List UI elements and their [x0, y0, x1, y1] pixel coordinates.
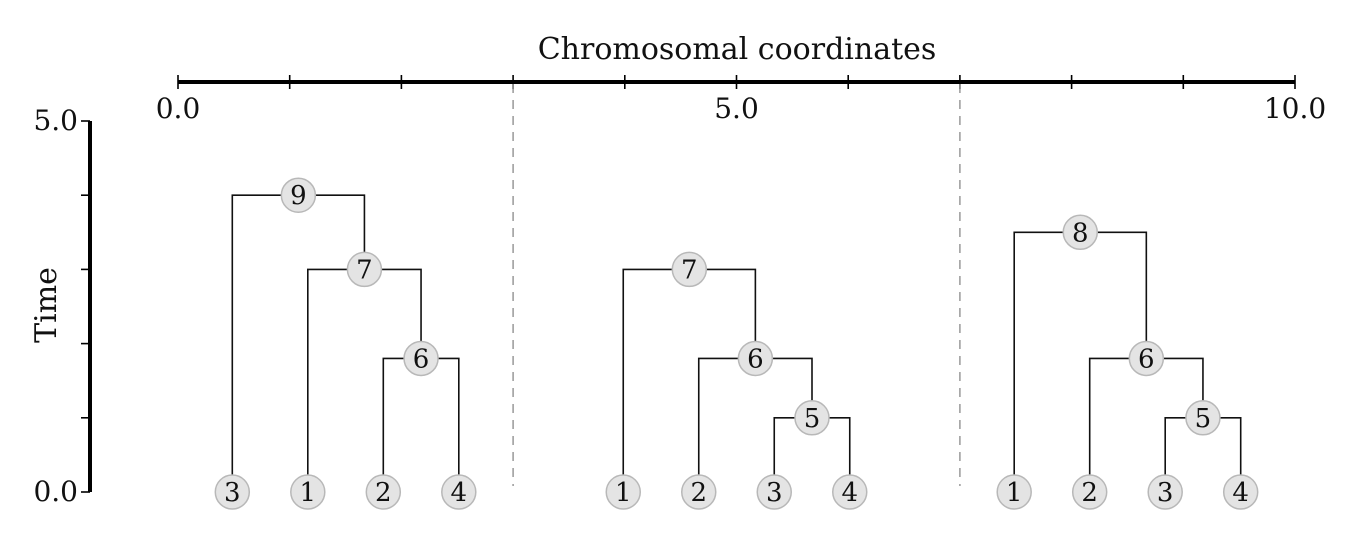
- tree-nodes: 1 2 3 4 5 6 8: [996, 214, 1259, 510]
- leaf-node-2: 2: [1071, 474, 1108, 510]
- x-tick-label: 0.0: [156, 92, 201, 125]
- tree-edge: [1080, 231, 1148, 359]
- node-label: 1: [300, 478, 317, 508]
- node-label: 2: [690, 478, 707, 508]
- node-label: 7: [356, 255, 373, 285]
- node-circle: [441, 474, 477, 510]
- y-axis-title: Time: [29, 267, 64, 343]
- leaf-node-1: 1: [605, 474, 641, 510]
- leaf-node-2: 2: [365, 474, 402, 510]
- y-tick-label: 5.0: [33, 104, 78, 137]
- node-circle: [1147, 474, 1183, 510]
- node-label: 2: [375, 478, 392, 508]
- node-circle: [214, 474, 251, 510]
- node-label: 6: [1138, 344, 1155, 374]
- node-circle: [756, 474, 792, 510]
- node-label: 1: [615, 478, 632, 508]
- tree-edge: [689, 268, 757, 359]
- node-circle: [681, 474, 717, 510]
- internal-node-5: 5: [1185, 400, 1221, 436]
- tree-edge: [1088, 357, 1147, 492]
- x-tick-label: 10.0: [1264, 92, 1326, 125]
- trees: 3 1 2 4 6 7 9 1 2 3 4 5 6 7 1 2 3 4 5 6 8: [214, 177, 1259, 510]
- node-circle: [794, 400, 830, 436]
- tree-1: 3 1 2 4 6 7 9: [214, 177, 477, 510]
- node-label: 1: [1006, 478, 1023, 508]
- leaf-node-1: 1: [290, 474, 326, 510]
- node-circle: [1071, 474, 1108, 510]
- tree-nodes: 1 2 3 4 5 6 7: [605, 251, 868, 510]
- leaf-node-4: 4: [832, 474, 868, 510]
- tree-2: 1 2 3 4 5 6 7: [605, 251, 868, 510]
- tree-3: 1 2 3 4 5 6 8: [996, 214, 1259, 510]
- leaf-node-3: 3: [1147, 474, 1183, 510]
- node-label: 5: [1195, 404, 1212, 434]
- node-circle: [605, 474, 641, 510]
- x-tick-label: 5.0: [714, 92, 759, 125]
- node-circle: [1185, 400, 1221, 436]
- node-label: 3: [766, 478, 783, 508]
- internal-node-6: 6: [737, 340, 774, 377]
- node-circle: [346, 251, 383, 288]
- tree-edge: [622, 268, 690, 492]
- x-axis: 0.0 5.0 10.0: [156, 75, 1326, 125]
- y-tick-label: 0.0: [33, 475, 78, 508]
- y-axis: 5.0 0.0: [33, 104, 92, 508]
- tree-edge: [298, 194, 366, 270]
- internal-node-5: 5: [794, 400, 830, 436]
- x-axis-title: Chromosomal coordinates: [538, 32, 937, 67]
- node-label: 4: [451, 478, 468, 508]
- tree-edge: [421, 357, 460, 492]
- tree-edge: [755, 357, 813, 418]
- leaf-node-3: 3: [756, 474, 792, 510]
- node-label: 2: [1081, 478, 1098, 508]
- node-label: 3: [224, 478, 241, 508]
- leaf-node-1: 1: [996, 474, 1032, 510]
- tree-edge: [231, 194, 299, 492]
- tree-edge: [1146, 357, 1204, 418]
- node-circle: [671, 251, 708, 288]
- internal-node-8: 8: [1062, 214, 1099, 251]
- tree-edge: [697, 357, 756, 492]
- node-label: 8: [1072, 218, 1089, 248]
- breakpoint-dividers: [512, 84, 961, 486]
- leaf-node-4: 4: [441, 474, 477, 510]
- node-circle: [365, 474, 402, 510]
- node-label: 6: [747, 344, 764, 374]
- internal-node-9: 9: [280, 177, 317, 213]
- node-circle: [1128, 340, 1165, 377]
- tree-edges: [1013, 231, 1242, 492]
- node-circle: [996, 474, 1032, 510]
- leaf-node-4: 4: [1222, 474, 1259, 510]
- internal-node-6: 6: [1128, 340, 1165, 377]
- internal-node-7: 7: [671, 251, 708, 288]
- node-label: 4: [841, 478, 858, 508]
- node-label: 6: [413, 344, 430, 374]
- tree-edge: [364, 268, 422, 359]
- tree-edge: [307, 268, 365, 492]
- node-circle: [1222, 474, 1259, 510]
- node-label: 5: [804, 404, 821, 434]
- node-label: 7: [681, 255, 698, 285]
- tree-edge: [382, 357, 422, 492]
- internal-node-6: 6: [403, 340, 439, 377]
- node-circle: [1062, 214, 1099, 251]
- leaf-node-2: 2: [681, 474, 717, 510]
- tree-edges: [622, 268, 851, 492]
- node-circle: [737, 340, 774, 377]
- internal-node-7: 7: [346, 251, 383, 288]
- node-label: 9: [290, 181, 307, 211]
- tree-edge: [1013, 231, 1081, 492]
- tree-nodes: 3 1 2 4 6 7 9: [214, 177, 477, 510]
- node-circle: [280, 177, 317, 213]
- node-label: 4: [1232, 478, 1249, 508]
- node-circle: [832, 474, 868, 510]
- node-circle: [290, 474, 326, 510]
- node-circle: [403, 340, 439, 377]
- leaf-node-3: 3: [214, 474, 251, 510]
- node-label: 3: [1157, 478, 1174, 508]
